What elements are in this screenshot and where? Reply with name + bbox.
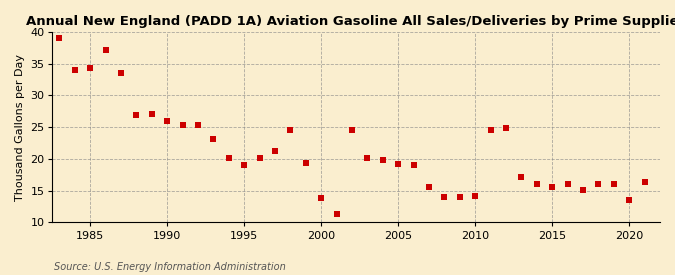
Point [578,188,589,192]
Point [285,128,296,132]
Point [192,123,203,128]
Point [146,112,157,117]
Point [162,119,173,124]
Point [408,163,419,167]
Text: Source: U.S. Energy Information Administration: Source: U.S. Energy Information Administ… [54,262,286,272]
Point [54,36,65,40]
Point [439,195,450,199]
Point [70,68,80,72]
Point [531,182,542,186]
Title: Annual New England (PADD 1A) Aviation Gasoline All Sales/Deliveries by Prime Sup: Annual New England (PADD 1A) Aviation Ga… [26,15,675,28]
Point [624,197,634,202]
Point [177,123,188,128]
Point [115,70,126,75]
Point [269,148,280,153]
Point [85,66,96,70]
Point [223,156,234,161]
Point [239,163,250,167]
Point [331,212,342,216]
Point [208,136,219,141]
Point [454,195,465,199]
Point [100,48,111,52]
Point [362,155,373,160]
Point [501,126,512,131]
Point [608,182,619,186]
Point [639,180,650,184]
Y-axis label: Thousand Gallons per Day: Thousand Gallons per Day [15,54,25,201]
Point [346,128,357,132]
Point [316,196,327,200]
Point [562,182,573,186]
Point [254,155,265,160]
Point [547,185,558,190]
Point [485,128,496,133]
Point [593,182,604,186]
Point [377,157,388,162]
Point [131,113,142,117]
Point [393,162,404,166]
Point [300,161,311,166]
Point [516,175,526,179]
Point [424,185,435,189]
Point [470,194,481,199]
